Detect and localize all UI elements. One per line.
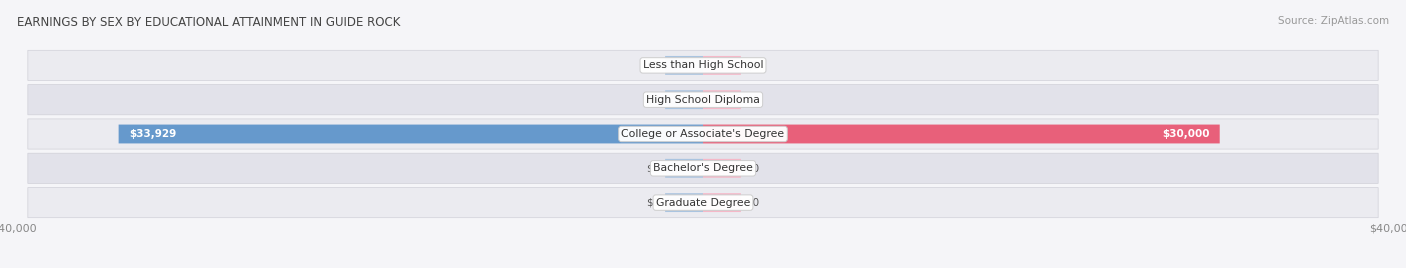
Text: College or Associate's Degree: College or Associate's Degree [621,129,785,139]
FancyBboxPatch shape [665,193,703,212]
FancyBboxPatch shape [118,125,703,143]
FancyBboxPatch shape [703,90,741,109]
Text: $0: $0 [747,60,759,70]
FancyBboxPatch shape [28,119,1378,149]
FancyBboxPatch shape [665,56,703,75]
FancyBboxPatch shape [665,159,703,178]
Text: $0: $0 [647,198,659,208]
Text: $0: $0 [747,163,759,173]
Text: EARNINGS BY SEX BY EDUCATIONAL ATTAINMENT IN GUIDE ROCK: EARNINGS BY SEX BY EDUCATIONAL ATTAINMEN… [17,16,401,29]
FancyBboxPatch shape [703,56,741,75]
FancyBboxPatch shape [28,50,1378,80]
Text: $0: $0 [747,95,759,105]
Text: Less than High School: Less than High School [643,60,763,70]
Text: $0: $0 [647,163,659,173]
Text: High School Diploma: High School Diploma [647,95,759,105]
Text: $0: $0 [747,198,759,208]
FancyBboxPatch shape [703,159,741,178]
Text: Bachelor's Degree: Bachelor's Degree [652,163,754,173]
Text: $0: $0 [647,95,659,105]
FancyBboxPatch shape [703,193,741,212]
Text: Graduate Degree: Graduate Degree [655,198,751,208]
FancyBboxPatch shape [665,90,703,109]
FancyBboxPatch shape [28,153,1378,183]
FancyBboxPatch shape [28,188,1378,218]
FancyBboxPatch shape [703,125,1219,143]
Text: $30,000: $30,000 [1161,129,1209,139]
FancyBboxPatch shape [28,85,1378,115]
Text: $0: $0 [647,60,659,70]
Text: $33,929: $33,929 [129,129,176,139]
Text: Source: ZipAtlas.com: Source: ZipAtlas.com [1278,16,1389,26]
